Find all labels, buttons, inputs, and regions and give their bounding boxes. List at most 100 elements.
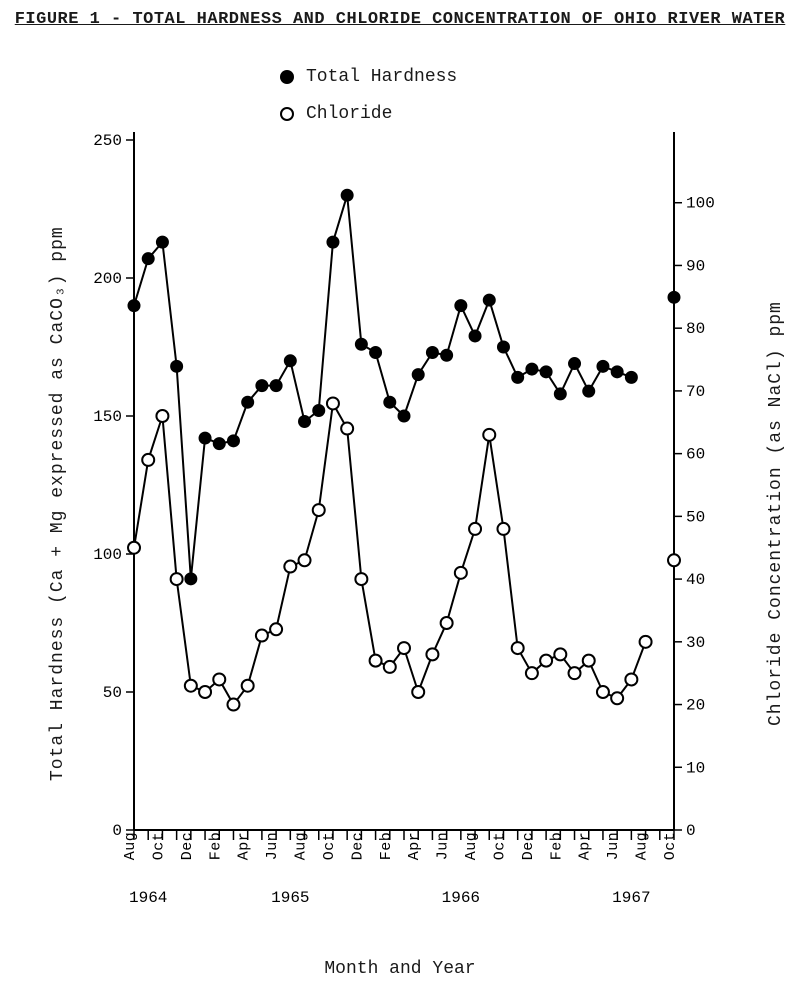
x-month-label: Dec <box>179 832 196 861</box>
data-point-total-hardness <box>270 380 282 392</box>
data-point-chloride <box>284 561 296 573</box>
data-point-chloride <box>384 661 396 673</box>
data-point-total-hardness <box>497 341 509 353</box>
legend-item-chloride: Chloride <box>280 99 457 130</box>
x-axis-label: Month and Year <box>0 959 800 979</box>
data-point-total-hardness <box>426 347 438 359</box>
y-right-tick-label: 40 <box>686 571 705 589</box>
data-point-total-hardness <box>341 189 353 201</box>
x-year-label: 1966 <box>442 889 480 907</box>
y-axis-left-label: Total Hardness (Ca + Mg expressed as CaC… <box>48 180 68 828</box>
data-point-chloride <box>213 673 225 685</box>
data-point-total-hardness <box>597 360 609 372</box>
data-point-chloride <box>270 623 282 635</box>
data-point-chloride <box>512 642 524 654</box>
data-point-chloride <box>398 642 410 654</box>
data-point-chloride <box>185 680 197 692</box>
data-point-chloride <box>156 410 168 422</box>
x-month-label: Jun <box>264 832 281 861</box>
data-point-total-hardness <box>583 385 595 397</box>
data-point-chloride <box>128 542 140 554</box>
y-right-tick-label: 10 <box>686 759 705 777</box>
data-point-chloride <box>355 573 367 585</box>
data-point-chloride <box>199 686 211 698</box>
data-point-total-hardness <box>540 366 552 378</box>
data-point-chloride <box>341 423 353 435</box>
y-left-tick-label: 0 <box>112 822 122 840</box>
data-point-chloride <box>299 554 311 566</box>
data-point-chloride <box>426 648 438 660</box>
data-point-total-hardness <box>412 369 424 381</box>
x-month-label: Aug <box>293 832 310 861</box>
y-right-tick-label: 0 <box>686 822 696 840</box>
data-point-total-hardness <box>398 410 410 422</box>
data-point-chloride <box>412 686 424 698</box>
y-right-tick-label: 60 <box>686 446 705 464</box>
data-point-chloride <box>526 667 538 679</box>
legend: Total Hardness Chloride <box>280 62 457 135</box>
data-point-total-hardness <box>327 236 339 248</box>
data-point-chloride <box>640 636 652 648</box>
data-point-total-hardness <box>213 438 225 450</box>
data-point-total-hardness <box>512 371 524 383</box>
data-point-chloride <box>583 655 595 667</box>
data-point-chloride <box>625 673 637 685</box>
data-point-total-hardness <box>469 330 481 342</box>
data-point-chloride <box>668 554 680 566</box>
x-month-label: Apr <box>577 832 594 861</box>
x-month-label: Apr <box>406 832 423 861</box>
x-month-label: Aug <box>463 832 480 861</box>
x-year-label: 1967 <box>612 889 650 907</box>
data-point-total-hardness <box>569 358 581 370</box>
x-month-label: Oct <box>662 832 679 861</box>
data-point-total-hardness <box>284 355 296 367</box>
figure-title: FIGURE 1 - TOTAL HARDNESS AND CHLORIDE C… <box>0 10 800 29</box>
legend-item-hardness: Total Hardness <box>280 62 457 93</box>
y-right-tick-label: 100 <box>686 195 715 213</box>
data-point-chloride <box>469 523 481 535</box>
y-axis-right-label: Chloride Concentration (as NaCl) ppm <box>766 180 786 848</box>
data-point-total-hardness <box>483 294 495 306</box>
data-point-total-hardness <box>441 349 453 361</box>
data-point-total-hardness <box>128 300 140 312</box>
data-point-chloride <box>540 655 552 667</box>
chart-plot: 0501001502002500102030405060708090100Aug… <box>84 130 724 930</box>
data-point-chloride <box>313 504 325 516</box>
data-point-total-hardness <box>299 416 311 428</box>
x-month-label: Feb <box>378 832 395 861</box>
data-point-total-hardness <box>625 371 637 383</box>
data-point-chloride <box>242 680 254 692</box>
data-point-chloride <box>256 630 268 642</box>
data-point-total-hardness <box>554 388 566 400</box>
x-year-label: 1964 <box>129 889 167 907</box>
data-point-total-hardness <box>227 435 239 447</box>
y-left-tick-label: 250 <box>93 132 122 150</box>
y-left-tick-label: 150 <box>93 408 122 426</box>
x-month-label: Dec <box>349 832 366 861</box>
x-month-label: Aug <box>122 832 139 861</box>
x-month-label: Apr <box>236 832 253 861</box>
data-point-chloride <box>327 397 339 409</box>
x-month-label: Jun <box>605 832 622 861</box>
x-month-label: Dec <box>520 832 537 861</box>
data-point-chloride <box>227 699 239 711</box>
data-point-total-hardness <box>142 253 154 265</box>
data-point-chloride <box>370 655 382 667</box>
x-year-label: 1965 <box>271 889 309 907</box>
data-point-total-hardness <box>526 363 538 375</box>
y-right-tick-label: 80 <box>686 320 705 338</box>
data-point-chloride <box>455 567 467 579</box>
data-point-total-hardness <box>156 236 168 248</box>
x-month-label: Feb <box>207 832 224 861</box>
data-point-total-hardness <box>611 366 623 378</box>
x-month-label: Jun <box>435 832 452 861</box>
data-point-chloride <box>497 523 509 535</box>
data-point-total-hardness <box>370 347 382 359</box>
data-point-total-hardness <box>355 338 367 350</box>
data-point-chloride <box>171 573 183 585</box>
y-right-tick-label: 30 <box>686 634 705 652</box>
data-point-total-hardness <box>313 404 325 416</box>
data-point-chloride <box>611 692 623 704</box>
data-point-total-hardness <box>242 396 254 408</box>
x-month-label: Feb <box>548 832 565 861</box>
